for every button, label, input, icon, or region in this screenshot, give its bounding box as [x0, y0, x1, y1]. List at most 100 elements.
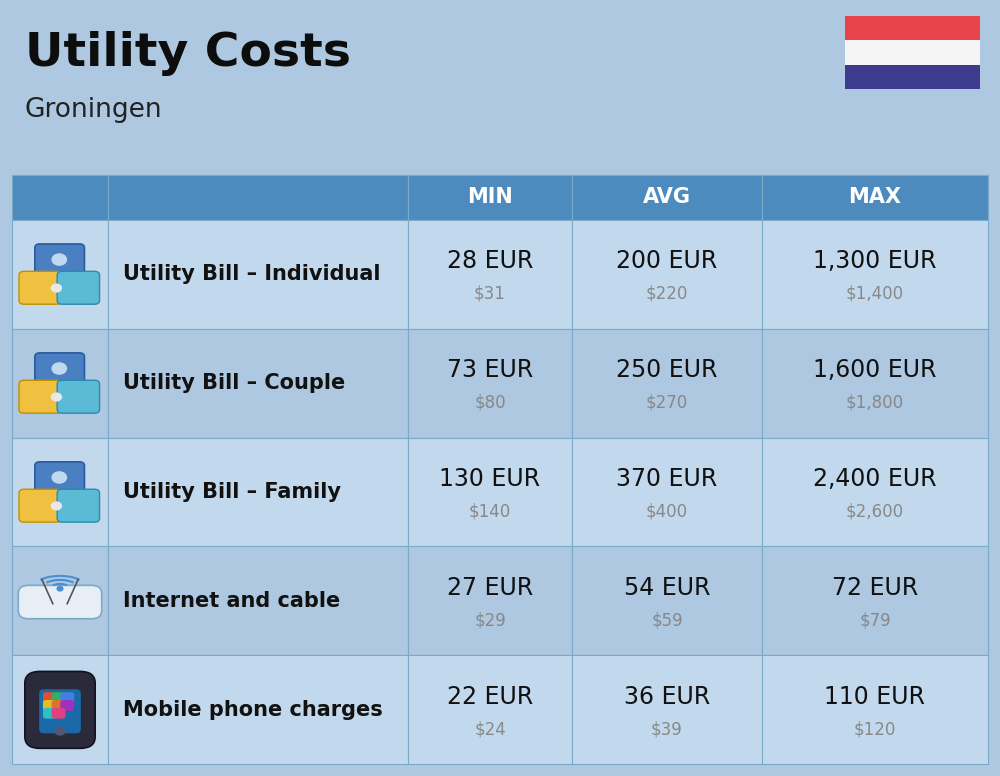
Bar	[762, 220, 988, 328]
FancyBboxPatch shape	[43, 700, 57, 711]
Bar	[572, 175, 762, 220]
Text: 250 EUR: 250 EUR	[616, 358, 718, 382]
Bar	[12, 220, 108, 328]
Bar	[12, 328, 108, 438]
Bar	[762, 656, 988, 764]
Text: MIN: MIN	[467, 187, 513, 207]
Text: $24: $24	[474, 720, 506, 739]
Text: $400: $400	[646, 503, 688, 521]
Text: $59: $59	[651, 611, 683, 629]
FancyBboxPatch shape	[43, 708, 57, 719]
Circle shape	[51, 284, 61, 292]
Text: 110 EUR: 110 EUR	[824, 684, 926, 708]
Circle shape	[51, 393, 61, 401]
FancyBboxPatch shape	[19, 380, 61, 413]
Text: $79: $79	[859, 611, 891, 629]
Text: Internet and cable: Internet and cable	[123, 591, 340, 611]
Bar	[12, 175, 108, 220]
Text: 28 EUR: 28 EUR	[447, 249, 533, 273]
Circle shape	[52, 254, 66, 265]
Bar	[408, 546, 572, 656]
Bar	[762, 328, 988, 438]
FancyBboxPatch shape	[60, 700, 74, 711]
Text: $2,600: $2,600	[846, 503, 904, 521]
FancyBboxPatch shape	[52, 700, 66, 711]
FancyBboxPatch shape	[18, 585, 102, 618]
Circle shape	[52, 472, 66, 483]
FancyBboxPatch shape	[35, 353, 84, 384]
Text: Utility Costs: Utility Costs	[25, 31, 351, 76]
Text: $31: $31	[474, 285, 506, 303]
Bar	[572, 438, 762, 546]
FancyBboxPatch shape	[25, 671, 95, 748]
Text: $140: $140	[469, 503, 511, 521]
Bar	[108, 546, 408, 656]
Circle shape	[51, 502, 61, 510]
Text: 27 EUR: 27 EUR	[447, 576, 533, 600]
Circle shape	[55, 727, 65, 735]
Text: Utility Bill – Individual: Utility Bill – Individual	[123, 264, 380, 284]
Text: 370 EUR: 370 EUR	[616, 467, 718, 491]
Bar	[108, 438, 408, 546]
Text: 1,300 EUR: 1,300 EUR	[813, 249, 937, 273]
Text: 54 EUR: 54 EUR	[624, 576, 710, 600]
FancyBboxPatch shape	[43, 692, 57, 703]
Text: MAX: MAX	[848, 187, 902, 207]
Circle shape	[57, 587, 63, 591]
Text: 73 EUR: 73 EUR	[447, 358, 533, 382]
Bar	[572, 328, 762, 438]
Text: 2,400 EUR: 2,400 EUR	[813, 467, 937, 491]
FancyBboxPatch shape	[57, 272, 100, 304]
Text: $39: $39	[651, 720, 683, 739]
Bar	[572, 656, 762, 764]
FancyBboxPatch shape	[57, 489, 100, 522]
Bar	[108, 328, 408, 438]
Bar	[408, 328, 572, 438]
Text: 130 EUR: 130 EUR	[439, 467, 541, 491]
Text: Utility Bill – Family: Utility Bill – Family	[123, 482, 341, 502]
Bar	[12, 438, 108, 546]
Text: $270: $270	[646, 393, 688, 411]
Text: $29: $29	[474, 611, 506, 629]
FancyBboxPatch shape	[19, 272, 61, 304]
Bar	[408, 220, 572, 328]
FancyBboxPatch shape	[39, 689, 81, 733]
Bar	[12, 656, 108, 764]
Text: Utility Bill – Couple: Utility Bill – Couple	[123, 373, 345, 393]
Text: 200 EUR: 200 EUR	[616, 249, 718, 273]
Bar	[845, 40, 980, 64]
Text: 72 EUR: 72 EUR	[832, 576, 918, 600]
Text: 1,600 EUR: 1,600 EUR	[813, 358, 937, 382]
FancyBboxPatch shape	[35, 244, 84, 275]
Text: Groningen: Groningen	[25, 97, 163, 123]
FancyBboxPatch shape	[57, 380, 100, 413]
Text: Mobile phone charges: Mobile phone charges	[123, 700, 383, 720]
FancyBboxPatch shape	[60, 692, 74, 703]
Text: 36 EUR: 36 EUR	[624, 684, 710, 708]
Bar	[108, 656, 408, 764]
FancyBboxPatch shape	[52, 692, 66, 703]
Text: AVG: AVG	[643, 187, 691, 207]
Bar	[572, 546, 762, 656]
Bar	[845, 16, 980, 40]
Text: $120: $120	[854, 720, 896, 739]
Bar	[572, 220, 762, 328]
Bar	[108, 175, 408, 220]
Text: 22 EUR: 22 EUR	[447, 684, 533, 708]
Text: $1,800: $1,800	[846, 393, 904, 411]
FancyBboxPatch shape	[35, 462, 84, 493]
Text: $220: $220	[646, 285, 688, 303]
Bar	[845, 64, 980, 89]
Bar	[408, 656, 572, 764]
FancyBboxPatch shape	[19, 489, 61, 522]
Bar	[762, 546, 988, 656]
Bar	[762, 175, 988, 220]
Bar	[408, 175, 572, 220]
Circle shape	[52, 363, 66, 374]
Bar	[108, 220, 408, 328]
FancyBboxPatch shape	[52, 708, 66, 719]
Text: $1,400: $1,400	[846, 285, 904, 303]
Bar	[408, 438, 572, 546]
Text: $80: $80	[474, 393, 506, 411]
Bar	[12, 546, 108, 656]
